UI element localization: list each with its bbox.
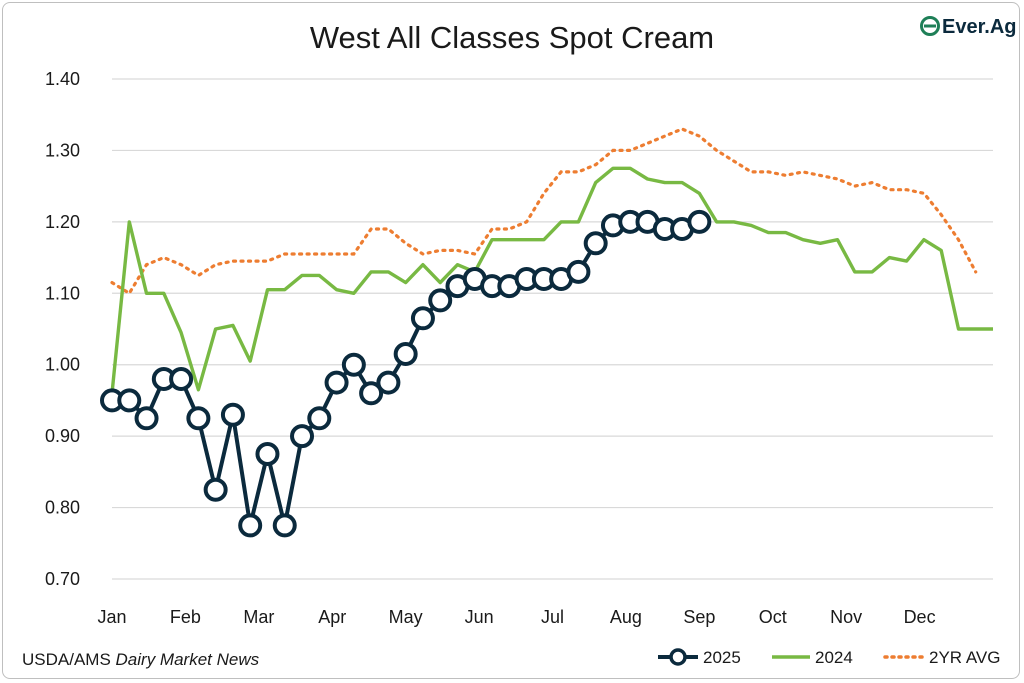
y-tick-label-1.20: 1.20 [45, 212, 80, 232]
series-point-2025-34 [687, 209, 712, 234]
series-point-2025-7 [220, 402, 245, 427]
series-point-2025-16 [376, 370, 401, 395]
series-point-2025-28 [583, 231, 608, 256]
series-point-2025-8 [238, 513, 263, 538]
series-point-2025-13 [324, 370, 349, 395]
x-tick-label-mar: Mar [243, 607, 274, 627]
series-point-2025-9 [255, 442, 280, 466]
legend-label-2024: 2024 [815, 648, 853, 667]
legend: 2025 2024 2YR AVG [658, 648, 1001, 667]
x-tick-label-jan: Jan [97, 607, 126, 627]
x-axis: Jan Feb Mar Apr May Jun Jul Aug Sep Oct Nov Dec [97, 607, 935, 627]
x-tick-label-nov: Nov [830, 607, 862, 627]
series-point-2025-11 [290, 424, 315, 449]
y-axis: 0.70 0.80 0.90 1.00 1.10 1.20 1.30 1.40 [45, 69, 80, 589]
x-tick-label-jul: Jul [541, 607, 564, 627]
series-point-2025-18 [410, 306, 435, 331]
series-line-2025 [112, 219, 701, 528]
source-note: USDA/AMS Dairy Market News [22, 650, 259, 670]
series-point-2025-4 [169, 367, 194, 391]
legend-item-2025: 2025 [658, 648, 741, 667]
y-tick-label-1.40: 1.40 [45, 69, 80, 89]
series-line-2024 [110, 166, 993, 394]
y-tick-label-1.10: 1.10 [45, 283, 80, 303]
series-point-2025-14 [341, 352, 366, 377]
y-tick-label-0.90: 0.90 [45, 426, 80, 446]
ever-ag-logo-icon [920, 16, 940, 36]
x-tick-label-apr: Apr [318, 607, 346, 627]
legend-item-2yr-avg: 2YR AVG [883, 648, 1001, 667]
series-point-2025-17 [393, 342, 418, 366]
series-point-2025-19 [428, 288, 453, 313]
x-tick-label-may: May [389, 607, 423, 627]
chart-title: West All Classes Spot Cream [310, 20, 714, 55]
y-tick-label-1.00: 1.00 [45, 355, 80, 375]
series-point-2025-15 [359, 381, 384, 406]
y-tick-label-1.30: 1.30 [45, 140, 80, 160]
ever-ag-logo-text: Ever.Ag [942, 16, 1016, 38]
x-tick-label-sep: Sep [683, 607, 715, 627]
series-point-2025-10 [272, 513, 297, 538]
source-prefix: USDA/AMS [22, 650, 116, 669]
series-point-2025-5 [186, 406, 211, 431]
legend-item-2024: 2024 [772, 648, 853, 667]
plot-area [100, 127, 993, 538]
x-tick-label-jun: Jun [465, 607, 494, 627]
source-publication: Dairy Market News [115, 650, 260, 669]
x-tick-label-aug: Aug [610, 607, 642, 627]
x-tick-label-oct: Oct [759, 607, 787, 627]
ever-ag-logo: Ever.Ag [920, 16, 1016, 38]
series-point-2025-27 [566, 259, 591, 284]
legend-label-2025: 2025 [703, 648, 741, 667]
y-tick-label-0.70: 0.70 [45, 569, 80, 589]
y-tick-label-0.80: 0.80 [45, 498, 80, 518]
legend-marker-2025 [669, 648, 687, 666]
series-point-2025-1 [117, 388, 142, 413]
series-point-2025-6 [203, 477, 228, 502]
series-line-2yr-avg [110, 127, 978, 296]
series-point-2025-2 [134, 406, 159, 431]
legend-label-2yr-avg: 2YR AVG [929, 648, 1001, 667]
x-tick-label-feb: Feb [170, 607, 201, 627]
series-point-2025-12 [307, 406, 332, 431]
gridlines [112, 78, 993, 580]
x-tick-label-dec: Dec [904, 607, 936, 627]
